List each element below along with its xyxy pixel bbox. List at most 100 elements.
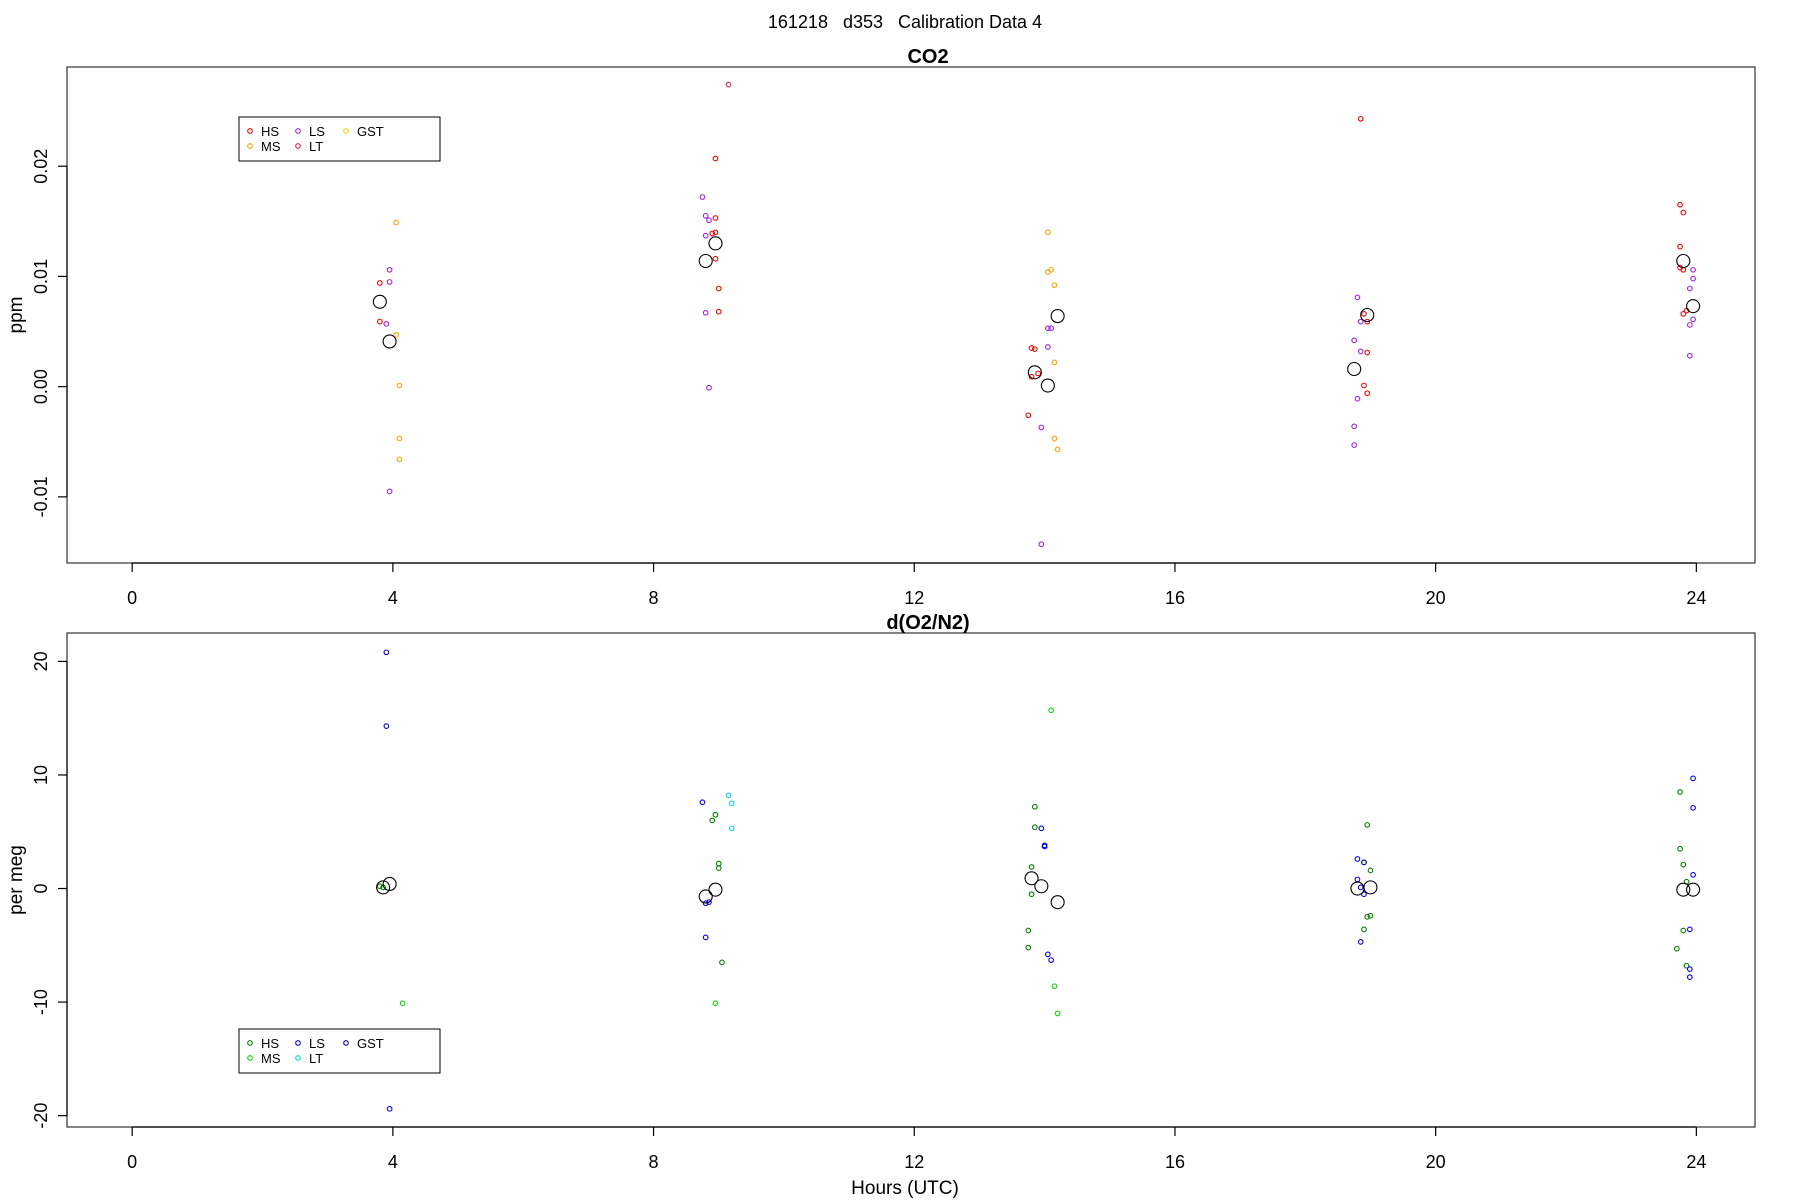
legend-marker [247,128,253,134]
data-point [1035,370,1041,377]
mean-marker [1040,378,1055,393]
data-point [712,255,719,262]
mean-marker [1350,881,1365,896]
legend-marker [343,1040,349,1046]
data-point [712,215,719,221]
data-point [1028,891,1035,898]
data-point [1364,390,1371,397]
data-point [702,212,709,219]
data-point [1361,311,1367,317]
data-point [1680,861,1687,868]
data-point [712,811,719,818]
x-tick-label: 12 [904,1152,924,1172]
data-point [1028,864,1035,870]
data-point [1025,927,1032,934]
data-point [1677,243,1683,250]
mean-marker [1676,253,1691,269]
o2n2-x-label: Hours (UTC) [851,1178,959,1199]
data-point [1357,348,1364,355]
mean-marker [1363,880,1378,895]
data-point [1690,775,1696,782]
main-title: 161218 d353 Calibration Data 4 [768,12,1042,32]
data-point [1354,395,1361,402]
data-point [1025,944,1032,951]
mean-marker [1686,299,1701,314]
mean-marker [1024,871,1039,886]
mean-marker [1676,882,1691,897]
data-point [1048,707,1054,714]
data-point [1051,983,1058,990]
data-point [1354,876,1361,883]
data-point [1364,822,1371,828]
data-point [1357,318,1364,325]
y-tick-label: 0.02 [31,149,51,184]
mean-marker [1050,895,1065,910]
data-point [715,308,722,315]
data-point [699,194,706,200]
mean-marker [382,334,397,349]
data-point [1680,209,1687,216]
data-point [1031,346,1038,353]
data-point [1054,446,1061,453]
data-point [712,1000,719,1007]
data-point [1045,344,1051,350]
mean-marker [698,253,713,269]
mean-marker [1360,307,1375,323]
data-point [1351,423,1358,430]
mean-marker [376,880,391,895]
data-point [1051,435,1058,442]
data-point [1690,805,1696,811]
legend-marker [295,128,301,134]
legend-label: MS [261,139,281,154]
data-point [1041,843,1048,850]
data-point [699,799,706,806]
y-tick-label: 20 [31,651,51,671]
data-point [1686,974,1693,980]
data-point [1677,789,1683,795]
data-point [702,232,709,239]
data-point [1048,957,1054,963]
x-tick-label: 0 [127,588,137,608]
y-tick-label: -20 [31,1103,51,1129]
legend-label: LS [309,1036,325,1051]
legend-label: GST [357,1036,384,1051]
data-point [1045,325,1051,332]
data-point [386,1105,393,1112]
data-point [396,382,403,389]
data-point [1031,824,1038,831]
legend-label: MS [261,1051,281,1066]
data-point [1361,891,1367,898]
data-point [1351,337,1358,344]
data-point [728,825,735,832]
data-point [1677,201,1683,208]
data-point [1038,825,1045,832]
legend-label: GST [357,124,384,139]
mean-marker [708,882,723,897]
data-point [1686,966,1693,972]
data-point [1048,325,1054,332]
x-tick-label: 24 [1686,588,1706,608]
data-point [702,934,709,941]
data-point [399,1000,406,1007]
data-point [383,723,390,729]
legend-marker [295,143,301,149]
data-point [1357,115,1364,122]
legend-marker [343,128,349,134]
legend-marker [247,143,253,149]
legend-label: HS [261,1036,279,1051]
data-point [386,488,393,495]
data-point [1045,951,1051,958]
x-tick-label: 16 [1165,588,1185,608]
legend-marker [247,1040,253,1046]
legend-marker [295,1055,301,1061]
o2n2-title: d(O2/N2) [886,612,969,634]
x-tick-label: 12 [904,588,924,608]
data-point [1351,442,1358,448]
data-point [719,959,725,966]
x-tick-label: 16 [1165,1152,1185,1172]
legend-marker [247,1055,253,1061]
data-point [1045,229,1051,236]
mean-marker [1034,879,1049,894]
data-point [1680,927,1687,934]
